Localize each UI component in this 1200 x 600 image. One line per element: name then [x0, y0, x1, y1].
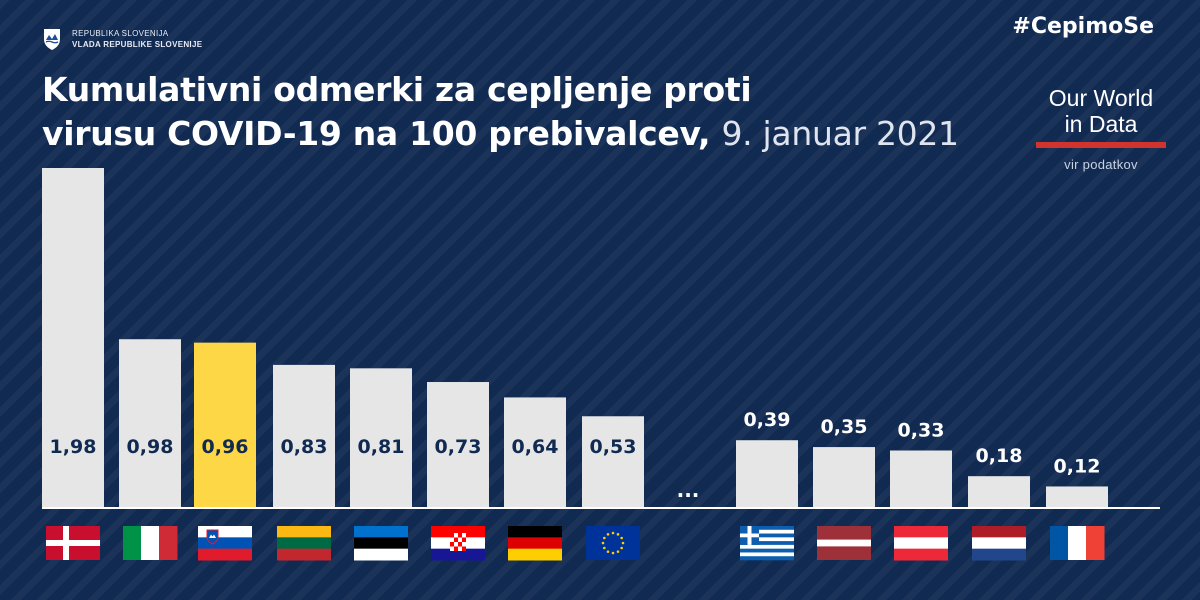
flag-netherlands-icon — [972, 526, 1026, 561]
title-line-1: Kumulativni odmerki za cepljenje proti — [42, 70, 752, 109]
coat-of-arms-icon — [44, 29, 60, 50]
value-label: 0,18 — [976, 445, 1023, 467]
value-label: 0,96 — [202, 436, 249, 458]
bar-germany — [504, 397, 566, 507]
bar-estonia — [350, 368, 412, 507]
value-label: 1,98 — [50, 436, 97, 458]
hashtag: #CepimoSe — [1012, 14, 1154, 39]
source-name-line-2: in Data — [1064, 111, 1138, 137]
flag-slovenia-icon — [198, 526, 252, 561]
bar-austria — [890, 450, 952, 507]
gov-line-2: VLADA REPUBLIKE SLOVENIJE — [72, 40, 203, 49]
bar-lithuania — [273, 364, 335, 507]
title-date: 9. januar 2021 — [721, 114, 959, 153]
source-name-line-1: Our World — [1048, 85, 1154, 111]
value-label: 0,39 — [744, 409, 791, 431]
value-label: 0,53 — [590, 436, 637, 458]
value-label: 0,33 — [898, 420, 945, 442]
bar-slovenia — [194, 342, 256, 507]
flag-estonia-icon — [354, 526, 408, 561]
source-logo: Our World in Data vir podatkov — [1036, 85, 1166, 172]
flag-denmark-icon — [46, 526, 100, 560]
title-line-2: virusu COVID-19 na 100 prebivalcev, — [42, 114, 711, 153]
bar-italy — [119, 339, 181, 507]
flag-latvia-icon — [817, 526, 871, 560]
value-label: 0,73 — [435, 436, 482, 458]
flag-croatia-icon — [431, 526, 485, 561]
flag-greece-icon — [740, 526, 794, 561]
bar-croatia — [427, 382, 489, 507]
bar-netherlands — [968, 476, 1030, 507]
value-label: 0,81 — [358, 436, 405, 458]
gap-ellipsis: ... — [677, 478, 700, 502]
value-label: 0,83 — [281, 436, 328, 458]
bar-greece — [736, 440, 798, 507]
flag-france-icon — [1050, 526, 1105, 560]
gov-line-1: REPUBLIKA SLOVENIJA — [72, 29, 169, 38]
bar-latvia — [813, 447, 875, 507]
chart-title: Kumulativni odmerki za cepljenje proti v… — [42, 68, 959, 156]
flag-eu-icon — [586, 526, 640, 560]
value-label: 0,35 — [821, 416, 868, 438]
bar-denmark — [42, 168, 104, 507]
value-label: 0,98 — [127, 436, 174, 458]
source-accent-bar — [1036, 142, 1166, 148]
bar-eu — [582, 416, 644, 507]
flag-austria-icon — [894, 526, 948, 561]
bar-france — [1046, 486, 1108, 507]
value-label: 0,64 — [512, 436, 559, 458]
flag-germany-icon — [508, 526, 562, 561]
source-label: vir podatkov — [1064, 157, 1138, 172]
flag-lithuania-icon — [277, 526, 331, 561]
flag-italy-icon — [123, 526, 178, 560]
government-logo: REPUBLIKA SLOVENIJA VLADA REPUBLIKE SLOV… — [42, 27, 202, 51]
value-label: 0,12 — [1054, 455, 1101, 477]
